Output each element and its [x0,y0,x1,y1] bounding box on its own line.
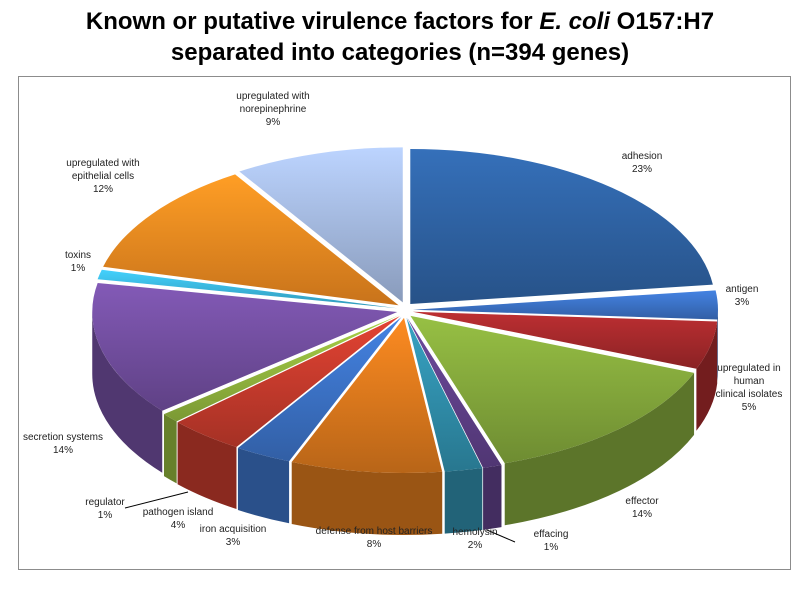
slice-labels: adhesion 23% antigen 3% upregulated in human c… [23,91,782,553]
slice-side-secretion-systems [92,311,163,473]
slice-label-upregulated-with-norepinephrine: upregulated with norepinephrine 9% [236,91,309,128]
slice-label-effector: effector 14% [625,496,659,520]
slice-label-antigen: antigen 3% [726,284,759,308]
leader-line-regulator [124,491,189,509]
slice-hemolysin [406,317,483,472]
slice-iron-acquisition [237,317,402,462]
slice-secretion-systems [92,282,398,411]
pie-slices [92,147,718,473]
slice-label-toxins: toxins 1% [65,250,91,274]
slice-adhesion [410,148,713,304]
title-organism: E. coli [539,8,611,35]
slice-regulator [163,315,399,422]
slice-label-adhesion: adhesion 23% [622,151,663,175]
slice-upregulated-in-human-clinical-isolates [412,311,718,369]
slice-side-defense-from-host-barriers [291,462,443,535]
chart-title: Known or putative virulence factors for … [0,6,800,68]
title-part-2: O157:H7 [610,8,715,35]
title-part-1: Known or putative virulence factors for [85,8,540,35]
slice-label-upregulated-in-human-clinical-isolates: upregulated in human clinical isolates 5% [716,363,783,413]
slice-label-hemolysin: hemolysin 2% [452,527,497,551]
slice-effector [410,315,695,464]
leader-line-effacing [486,529,516,543]
slice-side-hemolysin [444,467,483,534]
slice-upregulated-with-norepinephrine [239,147,403,303]
slice-label-iron-acquisition: iron acquisition 3% [200,524,267,548]
leader-lines [124,491,516,543]
slice-side-upregulated-in-human-clinical-isolates [696,321,718,431]
slice-upregulated-with-epithelial-cells [103,174,399,306]
slice-side-pathogen-island [177,422,237,510]
slice-side-effacing [483,465,502,530]
pie-sides [92,309,718,535]
slice-side-effector [504,372,695,526]
slice-side-antigen [717,309,718,382]
slice-antigen [412,290,718,320]
slice-label-pathogen-island: pathogen island 4% [143,507,214,531]
slice-effacing [407,317,502,468]
slice-defense-from-host-barriers [291,317,443,473]
slice-label-defense-from-host-barriers: defense from host barriers 8% [316,526,433,550]
slice-label-regulator: regulator 1% [85,497,125,521]
slice-label-secretion-systems: secretion systems 14% [23,432,103,456]
slice-toxins [97,269,398,309]
slice-label-upregulated-with-epithelial-cells: upregulated with epithelial cells 12% [66,158,139,195]
slice-pathogen-island [177,316,400,448]
chart-title-line-1: Known or putative virulence factors for … [0,6,800,37]
slice-label-effacing: effacing 1% [534,529,569,553]
chart-title-line-2: separated into categories (n=394 genes) [170,39,630,66]
slice-side-iron-acquisition [237,447,290,524]
slice-side-regulator [163,414,177,484]
